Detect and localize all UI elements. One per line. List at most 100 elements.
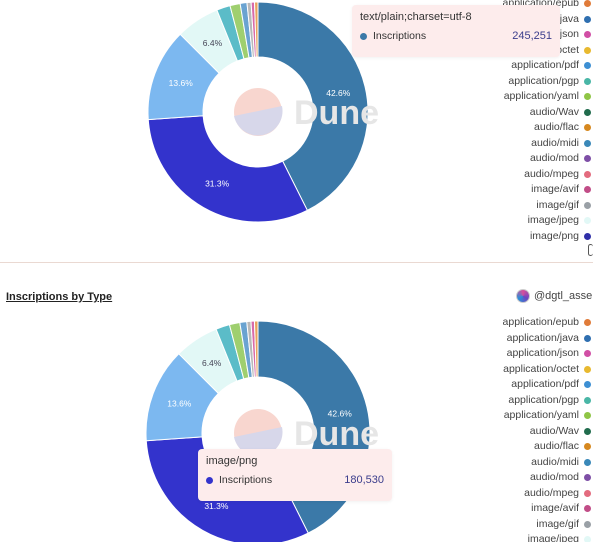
legend-swatch	[584, 15, 591, 23]
legend-swatch	[584, 77, 591, 85]
legend-swatch	[584, 155, 591, 162]
legend-item[interactable]: application/json	[480, 346, 593, 362]
legend-swatch	[584, 319, 591, 326]
legend-swatch	[584, 396, 591, 404]
legend-item[interactable]: image/avif	[480, 182, 593, 198]
legend-item[interactable]: audio/mpeg	[480, 486, 593, 502]
legend-item[interactable]: audio/flac	[480, 120, 593, 136]
pie-slice[interactable]	[147, 115, 308, 223]
legend-label: image/avif	[531, 502, 579, 514]
tooltip-value: 180,530	[344, 474, 384, 486]
legend-swatch	[584, 365, 591, 373]
tooltip-bottom: image/png Inscriptions 180,530	[198, 449, 392, 501]
legend-label: audio/flac	[534, 121, 579, 133]
legend-label: application/yaml	[503, 90, 579, 102]
legend-swatch	[584, 31, 591, 38]
legend-label: image/jpeg	[527, 533, 579, 542]
legend-item[interactable]: audio/Wav	[480, 424, 593, 440]
legend-swatch	[584, 232, 591, 240]
legend-item[interactable]: image/avif	[480, 501, 593, 517]
legend-swatch	[584, 62, 591, 69]
dune-logo-icon	[234, 88, 283, 136]
legend-label: image/gif	[536, 198, 579, 211]
legend-label: audio/mpeg	[524, 167, 579, 180]
legend-item[interactable]: application/java	[480, 331, 593, 347]
legend-scroll-handle[interactable]	[588, 244, 593, 256]
legend-swatch	[584, 93, 591, 100]
pie-slice[interactable]	[253, 320, 259, 378]
legend-label: audio/mod	[529, 152, 579, 164]
pie-slice[interactable]	[257, 1, 369, 211]
legend-label: application/yaml	[503, 409, 579, 421]
legend-label: application/epub	[503, 0, 579, 12]
legend-item[interactable]: application/pgp	[480, 393, 593, 409]
legend-item[interactable]: application/yaml	[480, 408, 593, 424]
legend-label: image/avif	[531, 183, 579, 195]
slice-label: 31.3%	[205, 179, 230, 189]
chart-panel-bottom: Inscriptions by Type @dgtl_asse 42.6% 31.…	[0, 285, 593, 542]
dune-watermark: Dune	[294, 415, 379, 453]
legend-swatch	[584, 201, 591, 209]
legend-item[interactable]: audio/flac	[480, 439, 593, 455]
legend-swatch	[584, 217, 591, 224]
legend-label: application/java	[506, 331, 579, 344]
legend-item[interactable]: image/jpeg	[480, 213, 593, 229]
legend-swatch	[584, 334, 591, 342]
legend-item[interactable]: image/gif	[480, 198, 593, 214]
tooltip-row: Inscriptions 180,530	[206, 474, 384, 486]
tooltip-title: text/plain;charset=utf-8	[360, 11, 472, 23]
legend-swatch	[584, 350, 591, 357]
legend-label: image/png	[529, 229, 579, 242]
legend-item[interactable]: application/epub	[480, 0, 593, 12]
legend-label: application/pdf	[511, 59, 579, 71]
chart-title[interactable]: Inscriptions by Type	[6, 291, 113, 303]
legend-item[interactable]: audio/mpeg	[480, 167, 593, 183]
legend-item[interactable]: image/gif	[480, 517, 593, 533]
legend-label: audio/midi	[531, 136, 579, 149]
legend-item[interactable]: application/pdf	[480, 58, 593, 74]
legend-item[interactable]: audio/mod	[480, 470, 593, 486]
tooltip-series-dot	[360, 32, 367, 40]
legend-item[interactable]: application/yaml	[480, 89, 593, 105]
donut-chart-top[interactable]: 42.6% 31.3% 13.6% 6.4% Dune	[0, 0, 480, 258]
dune-watermark: Dune	[294, 94, 379, 132]
legend-swatch	[584, 0, 591, 7]
legend-item[interactable]: application/pgp	[480, 74, 593, 90]
legend-swatch	[584, 381, 591, 388]
panel-divider	[0, 262, 593, 263]
legend-item[interactable]: image/png	[480, 229, 593, 245]
tooltip-top: text/plain;charset=utf-8 Inscriptions 24…	[352, 5, 560, 57]
legend-item[interactable]: application/pdf	[480, 377, 593, 393]
legend-label: application/json	[506, 347, 579, 359]
legend-item[interactable]: audio/midi	[480, 136, 593, 152]
slice-label: 6.4%	[202, 358, 222, 368]
legend-item[interactable]: application/octet	[480, 362, 593, 378]
author-link[interactable]: @dgtl_asse	[516, 289, 592, 303]
legend-item[interactable]: image/jpeg	[480, 532, 593, 542]
donut-chart-bottom[interactable]: 42.6% 31.3% 13.6% 6.4% Dune	[0, 285, 480, 542]
legend-item[interactable]: application/epub	[480, 315, 593, 331]
legend-label: audio/flac	[534, 440, 579, 452]
legend-swatch	[584, 108, 591, 116]
legend-label: application/octet	[503, 362, 579, 375]
tooltip-title: image/png	[206, 455, 258, 467]
tooltip-series-name: Inscriptions	[373, 30, 427, 42]
legend-label: application/pdf	[511, 378, 579, 390]
legend-label: application/pgp	[508, 393, 579, 406]
legend-swatch	[584, 124, 591, 131]
pie-slice[interactable]	[254, 1, 259, 58]
legend-swatch	[584, 186, 591, 193]
legend-item[interactable]: audio/mod	[480, 151, 593, 167]
legend-swatch	[584, 536, 591, 542]
author-handle: @dgtl_asse	[534, 290, 593, 302]
legend-label: audio/midi	[531, 455, 579, 468]
avatar	[516, 289, 530, 303]
legend-swatch	[584, 458, 591, 466]
slice-label: 13.6%	[169, 78, 194, 88]
legend-item[interactable]: audio/Wav	[480, 105, 593, 121]
legend-item[interactable]: audio/midi	[480, 455, 593, 471]
legend-swatch	[584, 427, 591, 435]
legend-label: application/pgp	[508, 74, 579, 87]
legend-label: audio/Wav	[529, 105, 579, 118]
legend-label: audio/Wav	[529, 424, 579, 437]
